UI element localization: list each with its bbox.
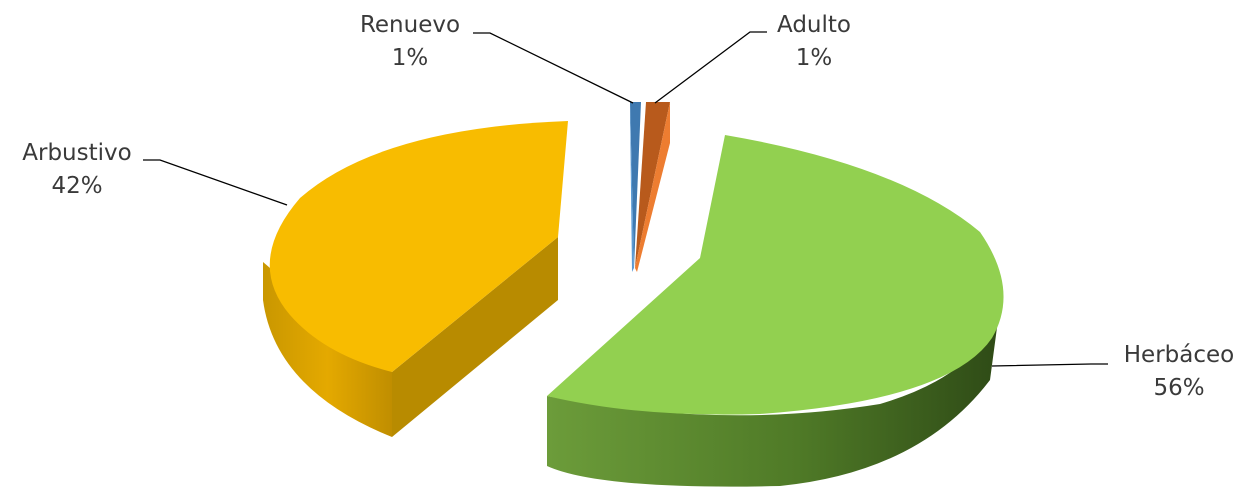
slice-percent-herbaceo: 56% [1153,375,1204,401]
slice-arbustivo [263,121,568,437]
slice-herbaceo-top [547,135,1004,415]
slice-percent-renuevo: 1% [392,45,429,71]
leader-line-adulto [654,31,767,104]
leader-line-herbaceo [991,363,1108,367]
slice-renuevo [630,102,641,272]
slice-adulto-top [635,102,670,272]
slice-renuevo-side [630,102,641,268]
slice-label-herbaceo: Herbáceo [1124,342,1234,368]
leader-line-renuevo [473,32,634,104]
slice-renuevo-top [630,102,634,272]
slice-label-renuevo: Renuevo [360,12,460,38]
slice-arbustivo-top [269,121,568,372]
slice-label-adulto: Adulto [777,12,851,38]
slice-arbustivo-inner-side [392,237,558,437]
slice-adulto [635,102,670,272]
slice-herbaceo-side [547,290,1002,487]
slice-herbaceo [547,135,1004,487]
slice-label-arbustivo: Arbustivo [22,140,131,166]
pie-slices [263,102,1004,487]
slice-percent-arbustivo: 42% [51,173,102,199]
slice-percent-adulto: 1% [796,45,833,71]
leader-line-arbustivo [143,159,288,206]
